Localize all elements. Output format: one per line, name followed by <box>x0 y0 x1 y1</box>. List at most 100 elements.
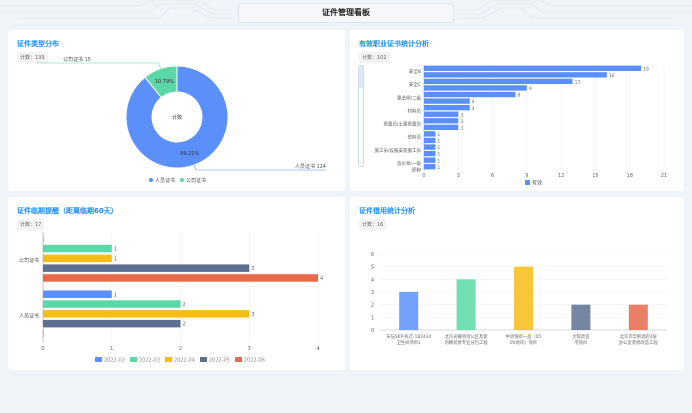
bar-value: 9 <box>529 86 532 92</box>
bar-value: 3 <box>460 119 463 125</box>
bar <box>43 264 250 272</box>
slice-label: 公司证书 15 <box>63 56 91 63</box>
count-badge: 计数：17 <box>17 219 45 230</box>
bar-value: 3 <box>251 312 254 318</box>
y-tick-label: 1 <box>371 315 374 321</box>
bar <box>424 150 436 157</box>
y-tick-label: 4 <box>371 277 374 283</box>
y-tick-label: 建造师/二级 <box>397 94 422 101</box>
x-tick-label: 18 <box>627 173 633 179</box>
donut-slice <box>125 65 229 169</box>
count-badge: 计数：16 <box>359 219 387 230</box>
bar-value: 1 <box>437 152 440 158</box>
bar <box>43 329 44 338</box>
panel-borrow-stats: 证件借用统计分析 计数：16 0 1 2 3 4 5 6 天坛SKP-拆迁-182434 卫生间… <box>350 197 684 370</box>
legend-marker[interactable] <box>130 357 137 362</box>
datazoom-slider[interactable] <box>358 65 364 167</box>
bar-value: 8 <box>517 93 520 99</box>
bar <box>571 304 591 330</box>
slice-percent: 10.79% <box>155 79 174 85</box>
y-tick-label: 职称 <box>412 167 421 174</box>
x-tick-label: 12 <box>558 173 564 179</box>
bar-value: 19 <box>643 66 649 72</box>
x-tick-label: 3 <box>457 173 460 179</box>
bar <box>424 72 607 78</box>
bar <box>43 274 318 282</box>
legend-label[interactable]: 人员证书 <box>155 177 175 184</box>
legend-marker[interactable] <box>165 357 172 362</box>
slice-percent: 89.21% <box>180 151 199 157</box>
slice-label: 人员证书 124 <box>295 163 326 170</box>
dashboard-title: 证件管理看板 <box>238 3 454 23</box>
donut-slice <box>144 65 178 99</box>
bar-value: 1 <box>437 145 440 151</box>
bar-value: 2 <box>183 322 186 328</box>
bar <box>424 118 459 124</box>
bar-value: 1 <box>437 158 440 164</box>
legend-marker[interactable] <box>149 178 153 182</box>
bar-value: 1 <box>114 256 117 262</box>
legend-label[interactable]: 2022-03 <box>139 358 160 364</box>
panel-title: 证件临期提醒（距离临期60天） <box>17 207 118 215</box>
bar-value: 3 <box>251 266 254 272</box>
x-tick-label: 0 <box>41 346 44 352</box>
legend-marker[interactable] <box>95 357 102 362</box>
bar-value: 1 <box>437 165 440 171</box>
x-tick-label: 1 <box>110 346 113 352</box>
panel-valid-certificates: 有效职业证书统计分析 计数：102 0 3 6 9 12 15 18 21 19 安全B 16 13 安… <box>350 30 684 191</box>
legend-marker[interactable] <box>235 357 242 362</box>
bar <box>43 235 44 243</box>
bar <box>424 124 459 131</box>
bar-value: 4 <box>472 99 475 105</box>
bar-value: 4 <box>320 276 323 282</box>
legend-marker[interactable] <box>200 357 207 362</box>
bar <box>43 300 181 308</box>
legend-marker[interactable] <box>180 178 184 182</box>
bar <box>43 244 112 253</box>
bar-value: 16 <box>609 73 615 79</box>
y-tick-label: 0 <box>371 328 374 334</box>
count-badge: 计数：139 <box>17 52 48 63</box>
bar <box>424 98 470 104</box>
datazoom-handle[interactable] <box>359 66 363 88</box>
label-line <box>193 164 326 171</box>
panel-type-distribution: 证件类型分布 计数：139 89.21% 10.79% 计数 公司证书 15 人员证书 … <box>8 30 345 191</box>
legend-label[interactable]: 2022-04 <box>174 358 195 364</box>
x-tick-label: 15 <box>592 173 598 179</box>
panel-title: 有效职业证书统计分析 <box>359 40 429 48</box>
y-tick-label: 施工员/设备安装施工员 <box>374 147 421 154</box>
panel-expiry-reminder: 证件临期提醒（距离临期60天） 计数：17 0 1 2 3 4 公司证书 1 1 3 4 人员证书 1… <box>8 197 345 370</box>
bar <box>424 137 436 144</box>
bar <box>456 279 476 330</box>
bar-value: 1 <box>114 292 117 298</box>
legend-label[interactable]: 2022-02 <box>104 358 125 364</box>
y-tick-label: 安全C <box>409 81 421 88</box>
x-tick-label: 0 <box>422 173 425 179</box>
bar <box>43 254 112 263</box>
donut-chart: 89.21% 10.79% 计数 公司证书 15 人员证书 124 人员证书 公司证书 <box>36 56 326 184</box>
legend-label[interactable]: 2022-05 <box>209 358 230 364</box>
x-tick-label: 2 <box>179 346 182 352</box>
y-tick-label: 造价师/一级 <box>397 160 422 167</box>
bar <box>43 310 250 318</box>
bar-value: 3 <box>460 125 463 131</box>
x-tick-label: 北京光耀项目公区及套内精装修专业分包工程 <box>445 333 489 346</box>
legend-label[interactable]: 有效 <box>532 180 542 187</box>
bar-value: 3 <box>460 112 463 118</box>
count-badge: 计数：102 <box>359 52 390 63</box>
y-tick-label: 质量员/土建质量员 <box>383 121 421 128</box>
legend-marker[interactable] <box>525 180 530 185</box>
bar-value: 4 <box>472 106 475 112</box>
x-tick-label: 9 <box>525 173 528 179</box>
y-tick-label: 5 <box>371 265 374 271</box>
x-tick-label: 天坛SKP-拆迁-182434 卫生间项目1 <box>386 333 431 346</box>
x-tick-label: 21 <box>661 173 667 179</box>
legend-label[interactable]: 公司证书 <box>186 177 206 184</box>
bar <box>424 78 573 85</box>
legend-label[interactable]: 2022-06 <box>244 358 265 364</box>
bar <box>424 91 516 98</box>
bar <box>424 111 459 117</box>
y-tick-label: 公司证书 <box>19 257 39 264</box>
bar <box>43 319 181 328</box>
y-tick-label: 资料员 <box>408 134 422 141</box>
